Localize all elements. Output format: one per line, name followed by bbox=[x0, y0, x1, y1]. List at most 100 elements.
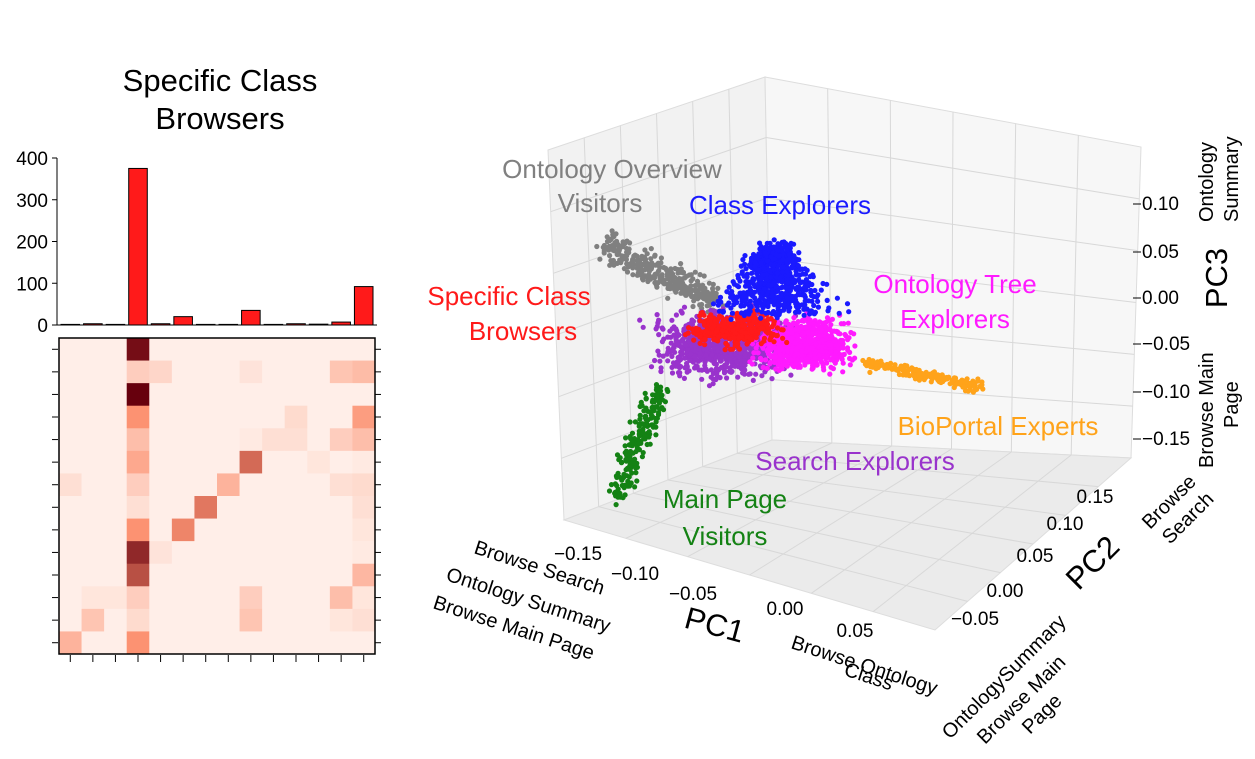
pca-point bbox=[656, 332, 662, 338]
pca-point bbox=[974, 386, 980, 392]
heatmap-cell bbox=[149, 608, 173, 632]
pca-point bbox=[791, 253, 797, 259]
pca-point bbox=[653, 415, 659, 422]
pca-point bbox=[729, 323, 735, 329]
pca-point bbox=[792, 327, 798, 333]
heatmap-cell bbox=[284, 338, 308, 361]
pca-point bbox=[709, 292, 715, 298]
pca-cluster-label: Class Explorers bbox=[689, 190, 871, 220]
pca-point bbox=[721, 333, 728, 339]
pca-point bbox=[713, 290, 719, 296]
pca-point bbox=[710, 281, 716, 287]
pca-point bbox=[740, 257, 746, 263]
pca-point bbox=[784, 344, 790, 350]
pca-point bbox=[710, 301, 717, 307]
pca-point bbox=[878, 358, 884, 364]
pca-point bbox=[816, 352, 822, 358]
pca-point bbox=[812, 355, 819, 361]
heatmap-cell bbox=[239, 428, 263, 452]
pca-point bbox=[750, 377, 756, 383]
pca-point bbox=[916, 377, 923, 383]
pca-point bbox=[841, 351, 847, 357]
pca-point bbox=[597, 256, 603, 262]
pca-point bbox=[693, 282, 699, 289]
pca-point bbox=[795, 364, 801, 370]
heatmap-cell bbox=[194, 473, 218, 497]
pca-point bbox=[648, 256, 654, 262]
pca-point bbox=[766, 343, 773, 349]
heatmap-cell bbox=[104, 518, 128, 542]
pca-point bbox=[686, 288, 692, 294]
pca-point bbox=[885, 365, 892, 371]
pca-point bbox=[892, 364, 898, 370]
heatmap-cell bbox=[81, 450, 105, 474]
pca-point bbox=[781, 301, 787, 307]
pca-point bbox=[624, 269, 631, 275]
hist-y-tick-label: 300 bbox=[16, 191, 48, 212]
heatmap-cell bbox=[307, 428, 331, 452]
pca-point bbox=[779, 269, 786, 275]
pca-point bbox=[627, 461, 633, 468]
heatmap-cell bbox=[284, 360, 308, 384]
pca-point bbox=[623, 458, 630, 464]
pca-point bbox=[618, 257, 625, 264]
pca-point bbox=[826, 305, 832, 311]
pca-point bbox=[801, 312, 807, 318]
pca-x-tick-label: −0.15 bbox=[554, 544, 602, 565]
pca-point bbox=[619, 459, 625, 465]
pca-point bbox=[682, 365, 688, 371]
pca-point bbox=[688, 342, 695, 348]
pca-point bbox=[691, 337, 697, 343]
heatmap-cell bbox=[59, 428, 82, 452]
heatmap-cell bbox=[171, 428, 195, 452]
pca-point bbox=[748, 304, 754, 310]
heatmap-cell bbox=[59, 360, 82, 384]
pca-point bbox=[658, 365, 664, 371]
pca-point bbox=[754, 307, 761, 313]
pca-grid-line bbox=[561, 379, 772, 459]
pca-point bbox=[828, 322, 834, 328]
pca-point bbox=[802, 362, 808, 368]
pca-point bbox=[809, 366, 815, 372]
pca-point bbox=[709, 341, 715, 347]
heatmap-cell bbox=[104, 383, 128, 407]
heatmap-cell bbox=[171, 563, 195, 587]
hist-bar bbox=[286, 323, 306, 326]
heatmap-cell bbox=[126, 586, 150, 610]
heatmap-cell bbox=[59, 473, 82, 497]
pca-point bbox=[805, 315, 811, 321]
pca-point bbox=[702, 342, 708, 348]
heatmap-cell bbox=[239, 473, 263, 497]
pca-point bbox=[684, 369, 690, 375]
pca-point bbox=[625, 248, 631, 254]
heatmap-cell bbox=[352, 360, 376, 384]
pca-point bbox=[702, 336, 708, 342]
heatmap-cell bbox=[81, 360, 105, 384]
heatmap-cell bbox=[81, 518, 105, 542]
pca-point bbox=[842, 331, 848, 338]
pca-point bbox=[627, 419, 633, 425]
pca-point bbox=[681, 283, 688, 289]
pca-point bbox=[872, 361, 879, 367]
pca-z-tick-label: −0.10 bbox=[1142, 382, 1190, 403]
heatmap-cell bbox=[352, 631, 376, 655]
pca-point bbox=[862, 361, 869, 367]
pca-point bbox=[633, 465, 639, 471]
pca-point bbox=[637, 416, 643, 422]
hist-bar bbox=[331, 321, 351, 326]
heatmap-cell bbox=[81, 541, 105, 565]
heatmap-cell bbox=[307, 541, 331, 565]
pca-point bbox=[602, 246, 608, 252]
heatmap-cell bbox=[307, 405, 331, 429]
pca-point bbox=[873, 366, 879, 372]
pca-point bbox=[834, 295, 841, 301]
pca-point bbox=[810, 331, 816, 337]
pca-y-tick-label: −0.05 bbox=[951, 609, 999, 630]
pca-points bbox=[594, 228, 986, 508]
heatmap-cell bbox=[171, 541, 195, 565]
pca-point bbox=[688, 278, 694, 284]
pca-point bbox=[644, 417, 651, 423]
pca-point bbox=[660, 353, 666, 359]
heatmap-cell bbox=[81, 338, 105, 361]
pca-cluster-label: BioPortal Experts bbox=[898, 411, 1099, 441]
